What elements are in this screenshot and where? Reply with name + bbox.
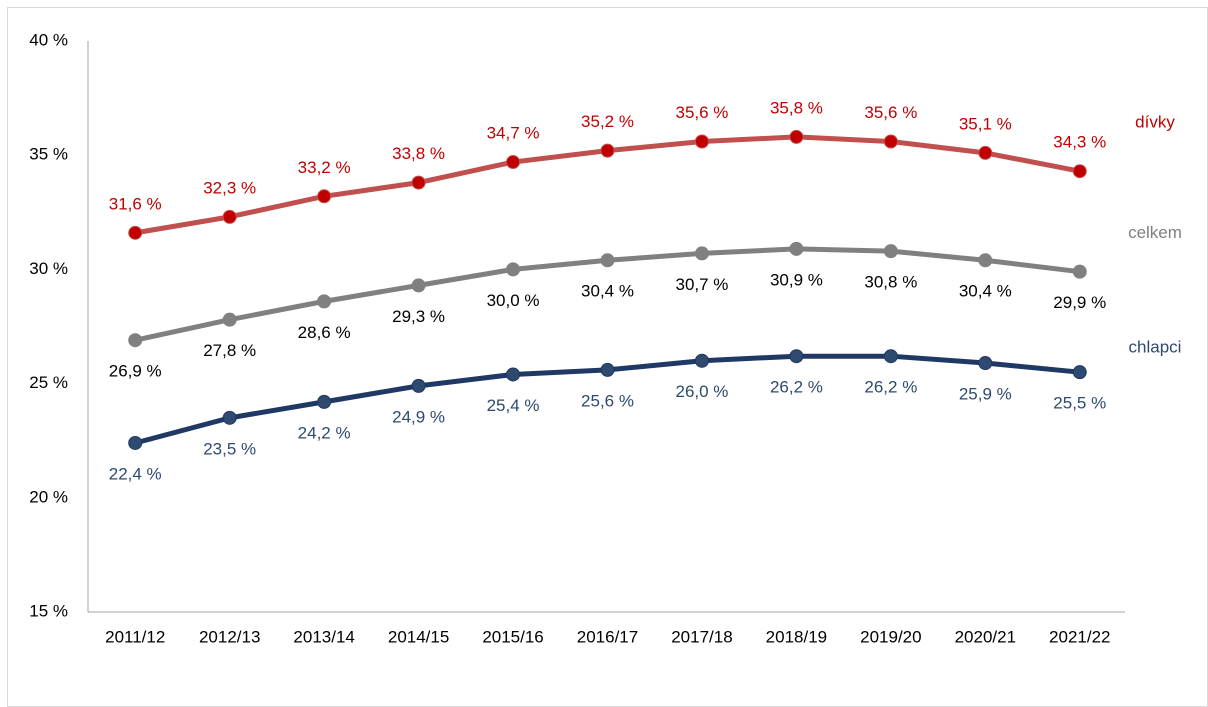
data-label: 26,2 % [864, 378, 917, 397]
data-point [694, 246, 709, 261]
x-tick-label: 2012/13 [199, 627, 260, 646]
data-point [883, 134, 898, 149]
data-label: 35,8 % [770, 98, 823, 117]
data-label: 30,4 % [581, 282, 634, 301]
data-point [222, 410, 237, 425]
data-label: 28,6 % [298, 323, 351, 342]
data-label: 22,4 % [109, 464, 162, 483]
series-name: chlapci [1129, 338, 1182, 357]
data-point [128, 333, 143, 348]
data-point [222, 209, 237, 224]
x-tick-label: 2014/15 [388, 627, 449, 646]
data-label: 30,9 % [770, 270, 823, 289]
y-tick-label: 30 % [29, 259, 68, 278]
data-point [883, 244, 898, 259]
data-label: 23,5 % [203, 439, 256, 458]
data-label: 25,5 % [1053, 394, 1106, 413]
data-label: 32,3 % [203, 178, 256, 197]
data-point [411, 278, 426, 293]
data-point [978, 253, 993, 268]
data-point [128, 225, 143, 240]
y-tick-label: 15 % [29, 601, 68, 620]
data-label: 26,9 % [109, 362, 162, 381]
data-point [1072, 164, 1087, 179]
x-tick-label: 2015/16 [482, 627, 543, 646]
data-label: 34,7 % [487, 124, 540, 143]
data-point [506, 155, 521, 170]
data-label: 35,2 % [581, 112, 634, 131]
data-label: 24,9 % [392, 407, 445, 426]
data-label: 30,4 % [959, 282, 1012, 301]
data-label: 35,6 % [675, 103, 728, 122]
data-label: 35,1 % [959, 114, 1012, 133]
data-point [694, 134, 709, 149]
data-label: 26,2 % [770, 378, 823, 397]
x-tick-label: 2020/21 [955, 627, 1016, 646]
data-point [883, 349, 898, 364]
y-tick-label: 40 % [29, 30, 68, 49]
data-point [317, 189, 332, 204]
data-label: 25,4 % [487, 396, 540, 415]
data-label: 30,8 % [864, 273, 917, 292]
data-label: 27,8 % [203, 341, 256, 360]
y-tick-label: 20 % [29, 487, 68, 506]
data-label: 31,6 % [109, 194, 162, 213]
data-label: 29,9 % [1053, 293, 1106, 312]
data-point [411, 378, 426, 393]
data-label: 30,7 % [675, 275, 728, 294]
data-point [600, 143, 615, 158]
data-label: 33,2 % [298, 158, 351, 177]
data-point [978, 145, 993, 160]
data-point [600, 362, 615, 377]
data-label: 34,3 % [1053, 133, 1106, 152]
data-point [222, 312, 237, 327]
y-tick-label: 25 % [29, 373, 68, 392]
series-name: dívky [1135, 113, 1175, 132]
data-point [694, 353, 709, 368]
data-point [506, 367, 521, 382]
x-tick-label: 2018/19 [766, 627, 827, 646]
data-label: 33,8 % [392, 144, 445, 163]
data-label: 29,3 % [392, 307, 445, 326]
x-tick-label: 2011/12 [105, 627, 165, 646]
data-point [1072, 264, 1087, 279]
data-label: 30,0 % [487, 291, 540, 310]
data-label: 26,0 % [675, 382, 728, 401]
x-tick-label: 2017/18 [671, 627, 732, 646]
series-name: celkem [1128, 223, 1182, 242]
x-tick-label: 2019/20 [860, 627, 921, 646]
data-label: 25,6 % [581, 391, 634, 410]
data-point [128, 435, 143, 450]
data-point [411, 175, 426, 190]
data-point [600, 253, 615, 268]
data-point [978, 356, 993, 371]
data-label: 35,6 % [864, 103, 917, 122]
data-label: 24,2 % [298, 423, 351, 442]
data-point [1072, 365, 1087, 380]
x-tick-label: 2016/17 [577, 627, 638, 646]
data-label: 25,9 % [959, 385, 1012, 404]
data-point [789, 349, 804, 364]
data-point [789, 241, 804, 256]
data-point [317, 294, 332, 309]
y-tick-label: 35 % [29, 145, 68, 164]
x-tick-label: 2021/22 [1049, 627, 1110, 646]
data-point [789, 129, 804, 144]
x-tick-label: 2013/14 [293, 627, 354, 646]
chart-frame [7, 7, 1208, 707]
data-point [317, 394, 332, 409]
data-point [506, 262, 521, 277]
